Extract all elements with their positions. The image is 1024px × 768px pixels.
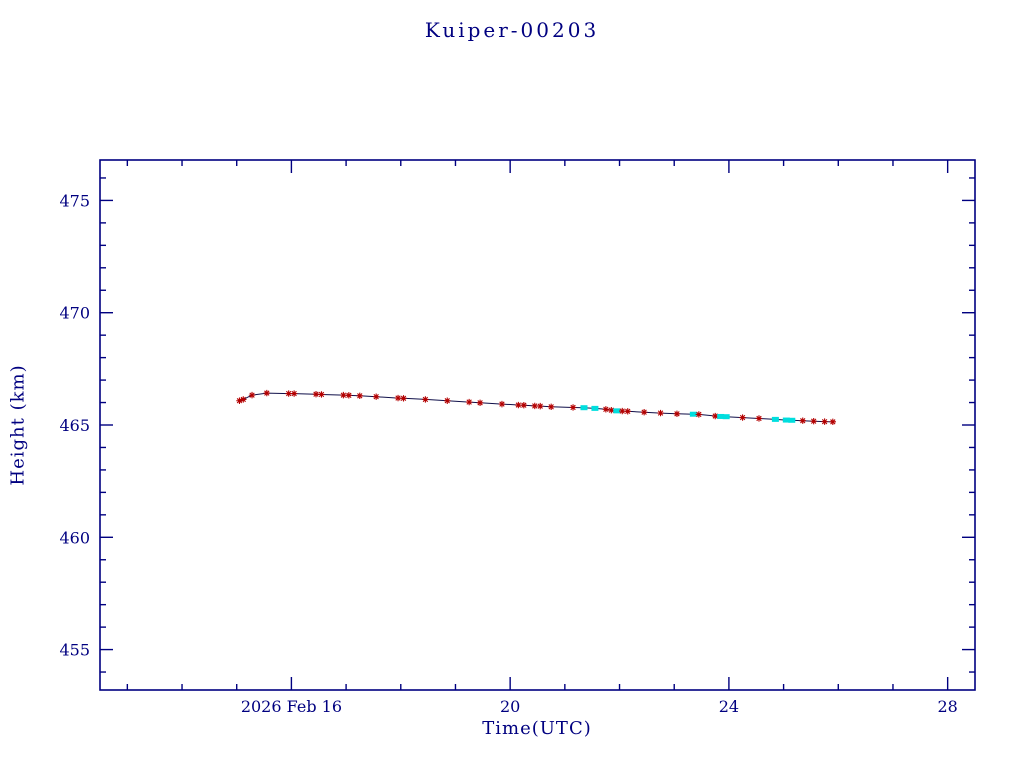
red-star-marker — [263, 389, 270, 397]
red-star-marker — [422, 396, 429, 403]
red-star-marker — [619, 407, 626, 415]
cyan-marker — [580, 405, 588, 411]
red-star-marker — [829, 418, 837, 426]
red-star-marker — [602, 406, 610, 413]
red-star-marker — [531, 402, 538, 410]
red-star-marker — [340, 391, 347, 399]
red-star-marker — [290, 390, 298, 397]
red-star-marker — [821, 418, 828, 425]
red-star-marker — [695, 411, 703, 418]
cyan-marker — [771, 416, 779, 422]
red-star-marker — [236, 397, 243, 404]
red-star-marker — [520, 402, 528, 409]
red-star-marker — [312, 391, 320, 398]
red-star-marker — [537, 402, 544, 410]
red-star-marker — [739, 414, 746, 421]
cyan-marker — [788, 417, 796, 423]
red-star-marker — [569, 404, 577, 411]
red-star-marker — [356, 392, 363, 400]
y-tick-label: 460 — [59, 528, 90, 547]
y-tick-label: 475 — [59, 191, 90, 210]
plot-frame — [99, 159, 976, 691]
red-star-marker — [547, 403, 555, 411]
red-star-marker — [465, 398, 473, 406]
red-star-marker — [394, 394, 402, 402]
red-star-marker — [285, 390, 292, 397]
red-star-marker — [755, 415, 763, 422]
red-star-marker — [515, 401, 522, 409]
red-star-marker — [498, 400, 506, 408]
red-star-marker — [608, 406, 615, 414]
cyan-marker — [717, 413, 725, 419]
red-star-marker — [624, 408, 631, 415]
chart-title: Kuiper-00203 — [424, 18, 600, 42]
red-star-marker — [810, 417, 817, 425]
red-star-marker — [640, 408, 648, 416]
cyan-marker — [613, 408, 621, 414]
x-tick-label: 24 — [719, 697, 739, 716]
red-star-marker — [444, 397, 451, 404]
x-tick-label: 20 — [500, 697, 520, 716]
red-star-marker — [712, 412, 719, 420]
y-tick-label: 470 — [59, 304, 90, 323]
x-axis-label: Time(UTC) — [482, 718, 592, 739]
red-star-marker — [400, 395, 407, 402]
cyan-marker — [722, 414, 730, 420]
cyan-marker — [689, 411, 697, 417]
red-star-marker — [799, 417, 806, 424]
x-tick-label: 2026 Feb 16 — [241, 697, 342, 716]
red-star-marker — [657, 409, 664, 417]
y-tick-label: 455 — [59, 641, 90, 660]
red-star-marker — [248, 391, 256, 399]
red-star-marker — [318, 391, 325, 398]
cyan-marker — [591, 405, 599, 411]
red-star-marker — [673, 410, 681, 417]
red-star-marker — [345, 392, 353, 399]
red-star-marker — [240, 396, 247, 403]
red-star-marker — [476, 399, 484, 406]
y-tick-label: 465 — [59, 416, 90, 435]
cyan-marker — [782, 417, 790, 423]
x-tick-label: 28 — [937, 697, 957, 716]
red-star-marker — [372, 393, 380, 400]
